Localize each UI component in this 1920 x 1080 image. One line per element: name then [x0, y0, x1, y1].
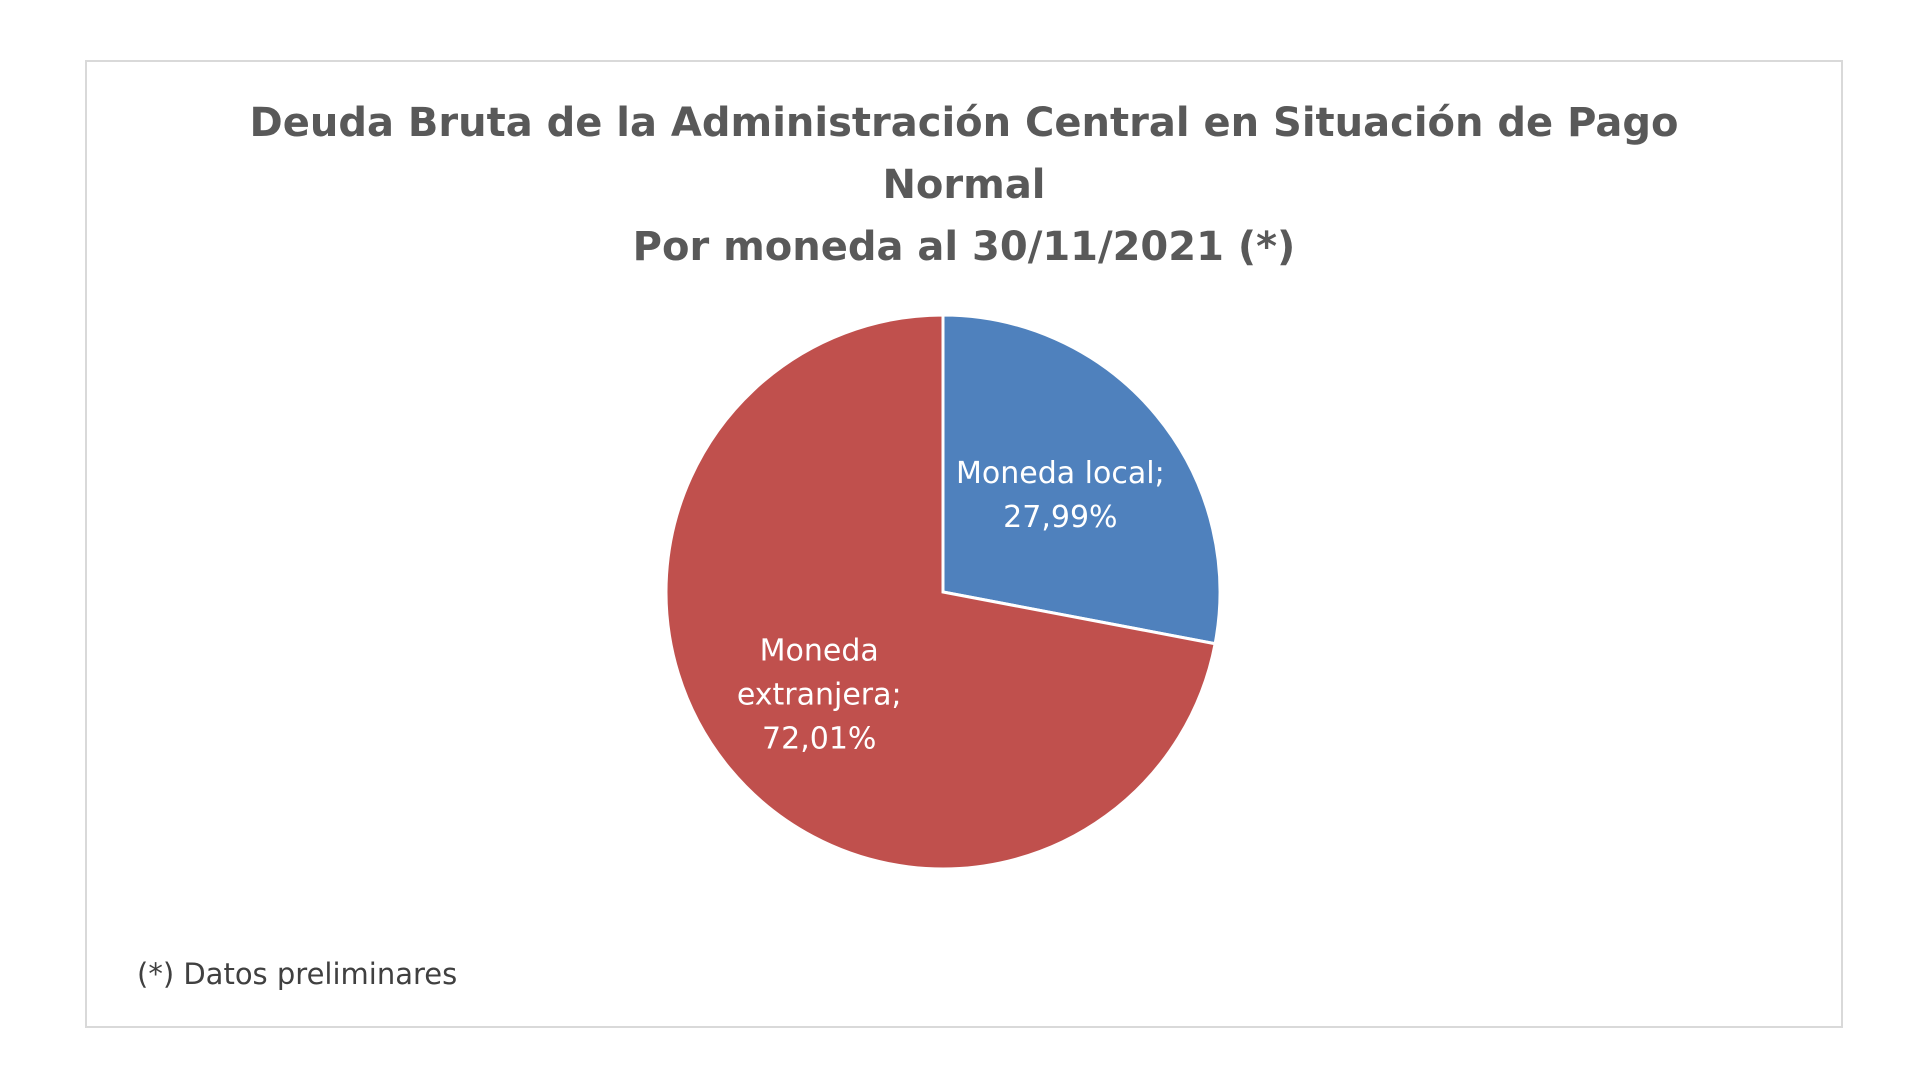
pie-label-line: 27,99%	[1003, 500, 1117, 535]
pie-slice-moneda-local	[941, 313, 1222, 646]
chart-frame: Deuda Bruta de la Administración Central…	[85, 60, 1843, 1028]
pie-chart: Moneda local; 27,99% Moneda extranjera; 72,0…	[664, 313, 1222, 871]
chart-footnote: (*) Datos preliminares	[137, 957, 458, 991]
pie-label-moneda-local: Moneda local; 27,99%	[956, 456, 1165, 535]
pie-label-line: Moneda	[760, 633, 879, 668]
chart-title-line-1: Deuda Bruta de la Administración Central…	[249, 100, 1679, 146]
pie-label-moneda-extranjera: Moneda extranjera; 72,01%	[737, 633, 902, 756]
pie-slices	[664, 313, 1222, 871]
chart-title: Deuda Bruta de la Administración Central…	[87, 92, 1841, 278]
pie-slice-moneda-extranjera	[664, 313, 1217, 871]
chart-title-line-2: Normal	[882, 162, 1046, 208]
pie-label-line: 72,01%	[762, 721, 876, 756]
pie-label-line: Moneda local;	[956, 456, 1165, 491]
chart-title-line-3: Por moneda al 30/11/2021 (*)	[632, 224, 1296, 270]
pie-label-line: extranjera;	[737, 677, 902, 712]
pie-labels: Moneda local; 27,99% Moneda extranjera; 72,0…	[737, 456, 1165, 757]
